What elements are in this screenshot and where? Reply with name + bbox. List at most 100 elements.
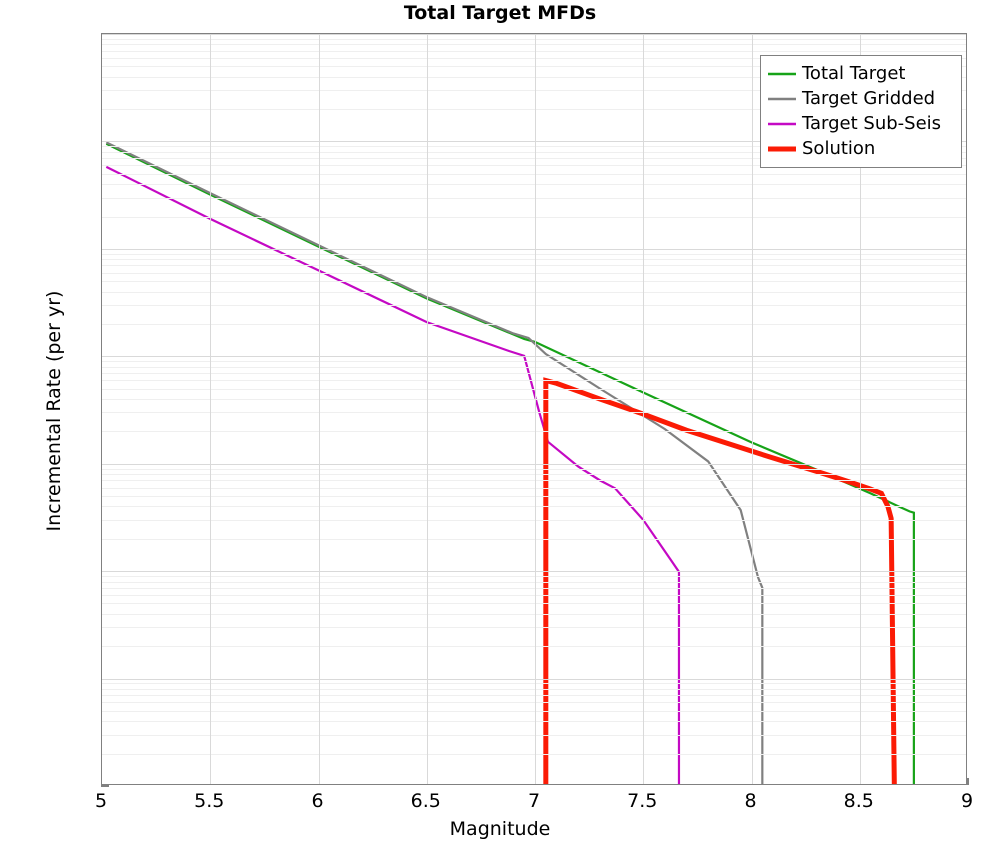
plot-area xyxy=(101,33,967,785)
gridline-minor-horizontal xyxy=(102,399,966,401)
series-line xyxy=(105,142,915,784)
gridline-minor-horizontal xyxy=(102,474,966,476)
y-axis-tick-mark xyxy=(101,785,109,787)
gridline-minor-horizontal xyxy=(102,259,966,261)
y-axis-title: Incremental Rate (per yr) xyxy=(43,290,65,532)
gridline-minor-horizontal xyxy=(102,146,966,148)
gridline-major-horizontal xyxy=(102,678,966,680)
gridline-minor-horizontal xyxy=(102,361,966,363)
gridline-minor-horizontal xyxy=(102,683,966,685)
gridline-minor-horizontal xyxy=(102,305,966,307)
gridline-minor-horizontal xyxy=(102,272,966,274)
legend-item[interactable]: Target Sub-Seis xyxy=(767,111,955,136)
gridline-minor-horizontal xyxy=(102,506,966,508)
x-axis-tick-label: 7.5 xyxy=(627,790,658,812)
legend-item-label: Solution xyxy=(802,137,876,159)
gridline-major-vertical xyxy=(751,34,753,784)
gridline-minor-horizontal xyxy=(102,702,966,704)
x-axis-tick-label: 6.5 xyxy=(410,790,441,812)
x-axis-tick-label: 7 xyxy=(527,790,541,812)
gridline-minor-horizontal xyxy=(102,688,966,690)
gridline-minor-horizontal xyxy=(102,581,966,583)
x-axis-tick-label: 6 xyxy=(311,790,324,812)
gridline-minor-horizontal xyxy=(102,412,966,414)
legend-color-swatch xyxy=(768,146,796,151)
series-line xyxy=(543,377,897,784)
gridline-minor-horizontal xyxy=(102,380,966,382)
legend-color-swatch xyxy=(768,122,796,125)
gridline-minor-horizontal xyxy=(102,216,966,218)
gridline-minor-horizontal xyxy=(102,184,966,186)
gridline-major-horizontal xyxy=(102,463,966,465)
gridline-minor-horizontal xyxy=(102,695,966,697)
gridline-minor-horizontal xyxy=(102,576,966,578)
gridline-minor-horizontal xyxy=(102,109,966,111)
gridline-minor-horizontal xyxy=(102,388,966,390)
gridline-minor-horizontal xyxy=(102,613,966,615)
gridline-major-horizontal xyxy=(102,571,966,573)
legend-item-label: Target Gridded xyxy=(802,87,936,109)
gridline-minor-horizontal xyxy=(102,165,966,167)
gridline-minor-horizontal xyxy=(102,721,966,723)
gridline-major-vertical xyxy=(859,34,861,784)
gridline-minor-horizontal xyxy=(102,90,966,92)
gridline-major-vertical xyxy=(210,34,212,784)
gridline-minor-horizontal xyxy=(102,76,966,78)
gridline-minor-horizontal xyxy=(102,372,966,374)
gridline-minor-horizontal xyxy=(102,366,966,368)
gridline-minor-horizontal xyxy=(102,38,966,40)
legend: Total Target Target Gridded Target Sub-Sei… xyxy=(760,55,962,168)
gridline-major-horizontal xyxy=(102,248,966,250)
legend-item-label: Total Target xyxy=(802,62,906,84)
gridline-major-horizontal xyxy=(102,141,966,143)
legend-color-swatch xyxy=(768,97,796,100)
x-axis-tick-mark xyxy=(967,778,969,785)
gridline-minor-horizontal xyxy=(102,710,966,712)
page-title: Total Target MFDs xyxy=(403,2,597,24)
gridline-minor-horizontal xyxy=(102,587,966,589)
gridline-minor-horizontal xyxy=(102,468,966,470)
gridline-minor-horizontal xyxy=(102,265,966,267)
gridline-minor-horizontal xyxy=(102,291,966,293)
gridline-major-horizontal xyxy=(102,34,966,35)
gridline-minor-horizontal xyxy=(102,57,966,59)
legend-item[interactable]: Solution xyxy=(767,136,955,161)
x-axis-tick-label: 5 xyxy=(94,790,108,812)
legend-item-label: Target Sub-Seis xyxy=(802,112,942,134)
gridline-minor-horizontal xyxy=(102,151,966,153)
gridline-minor-horizontal xyxy=(102,753,966,755)
gridline-minor-horizontal xyxy=(102,66,966,68)
gridline-major-vertical xyxy=(535,34,536,784)
legend-item[interactable]: Total Target xyxy=(767,61,955,86)
gridline-major-vertical xyxy=(426,34,428,784)
legend-color-swatch xyxy=(768,72,796,75)
x-axis-tick-label: 8.5 xyxy=(843,790,874,812)
gridline-minor-horizontal xyxy=(102,281,966,283)
gridline-minor-horizontal xyxy=(102,487,966,489)
gridline-major-vertical xyxy=(318,34,320,784)
gridline-minor-horizontal xyxy=(102,538,966,540)
legend-item[interactable]: Target Gridded xyxy=(767,86,955,111)
x-axis-tick-label: 9 xyxy=(960,790,974,812)
gridline-minor-horizontal xyxy=(102,480,966,482)
gridline-minor-horizontal xyxy=(102,158,966,160)
gridline-minor-horizontal xyxy=(102,594,966,596)
x-axis-tick-label: 8 xyxy=(744,790,757,812)
gridline-minor-horizontal xyxy=(102,734,966,736)
x-axis-title: Magnitude xyxy=(449,818,551,840)
gridline-minor-horizontal xyxy=(102,253,966,255)
gridline-minor-horizontal xyxy=(102,519,966,521)
gridline-minor-horizontal xyxy=(102,496,966,498)
gridline-minor-horizontal xyxy=(102,627,966,629)
gridline-minor-horizontal xyxy=(102,197,966,199)
gridline-minor-horizontal xyxy=(102,431,966,433)
gridline-minor-horizontal xyxy=(102,646,966,648)
gridline-major-vertical xyxy=(643,34,645,784)
gridline-minor-horizontal xyxy=(102,44,966,46)
gridline-major-horizontal xyxy=(102,356,966,358)
gridline-minor-horizontal xyxy=(102,173,966,175)
gridline-minor-horizontal xyxy=(102,323,966,325)
x-axis-tick-label: 5.5 xyxy=(194,790,225,812)
gridline-minor-horizontal xyxy=(102,603,966,605)
